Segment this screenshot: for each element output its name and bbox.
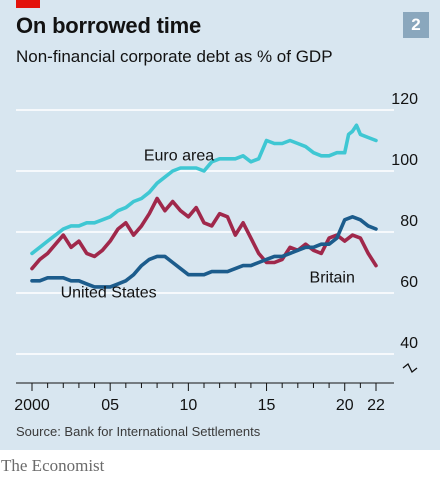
series-line-britain: [30, 196, 378, 271]
y-tick-label-60: 60: [400, 274, 418, 291]
source-note: Source: Bank for International Settlemen…: [16, 424, 261, 439]
series-lines: [30, 123, 378, 289]
series-label-euro-area: Euro area: [144, 147, 214, 164]
x-tick-label-2022: 22: [367, 397, 385, 414]
series-line-euro-area: [30, 123, 378, 256]
line-chart: 40 60 80 100 120 2000 05 10 15 20 22 Euro area Brit…: [14, 91, 418, 414]
x-tick-label-2020: 20: [336, 397, 354, 414]
y-tick-label-120: 120: [391, 91, 418, 108]
economist-logo: The Economist: [1, 456, 105, 475]
y-tick-label-40: 40: [400, 335, 418, 352]
x-tick-label-2005: 05: [101, 397, 119, 414]
y-tick-label-80: 80: [400, 213, 418, 230]
chart-title: On borrowed time: [16, 13, 202, 38]
chart-subtitle: Non-financial corporate debt as % of GDP: [16, 47, 333, 66]
series-line-united-states: [30, 215, 378, 289]
axes: 40 60 80 100 120 2000 05 10 15 20 22: [14, 91, 418, 414]
series-label-britain: Britain: [310, 269, 355, 286]
x-tick-label-2015: 15: [258, 397, 276, 414]
x-tick-label-2010: 10: [179, 397, 197, 414]
chart-number-badge: 2: [403, 12, 429, 38]
axis-break-icon: [402, 362, 418, 374]
chart-labels: Euro area Britain United States: [61, 147, 355, 301]
brand-red-tag: [16, 0, 40, 8]
series-label-united-states: United States: [61, 285, 157, 302]
y-tick-label-100: 100: [391, 152, 418, 169]
x-tick-label-2000: 2000: [14, 397, 50, 414]
